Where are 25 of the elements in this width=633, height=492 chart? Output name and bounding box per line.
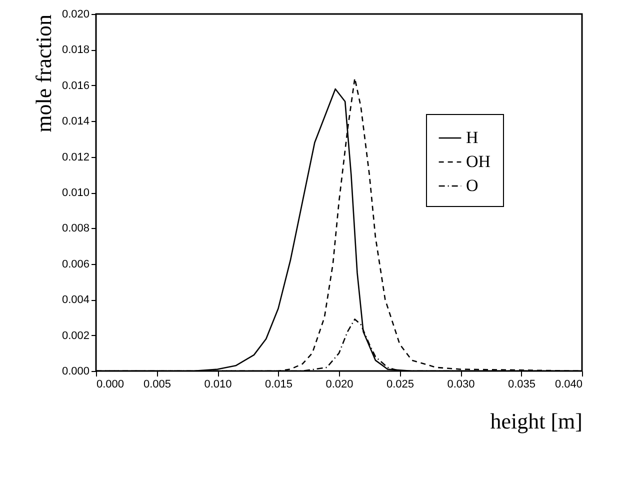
x-tick-label: 0.030 (447, 378, 475, 390)
x-axis-title: height [m] (490, 408, 582, 434)
y-tick-label: 0.010 (62, 187, 90, 199)
y-tick-label: 0.006 (62, 258, 90, 270)
x-tick-label: 0.020 (326, 378, 354, 390)
y-tick-label: 0.018 (62, 44, 90, 56)
x-tick-label: 0.005 (143, 378, 172, 390)
y-tick-label: 0.004 (62, 294, 90, 306)
legend-label: H (466, 128, 478, 147)
legend-label: OH (466, 152, 491, 171)
x-tick-label: 0.000 (96, 378, 124, 390)
legend-label: O (466, 176, 478, 195)
x-tick-label: 0.015 (264, 378, 293, 390)
y-tick-label: 0.008 (62, 222, 90, 235)
x-tick-label: 0.010 (204, 378, 232, 390)
x-tick-label: 0.025 (386, 378, 414, 390)
x-tick-label: 0.035 (508, 378, 536, 390)
y-axis-title: mole fraction (30, 14, 56, 132)
y-tick-label: 0.012 (62, 151, 90, 164)
y-tick-label: 0.002 (62, 330, 90, 342)
y-tick-label: 0.016 (62, 80, 90, 92)
y-tick-label: 0.000 (62, 366, 90, 378)
y-tick-label: 0.020 (62, 8, 90, 20)
x-tick-label: 0.040 (554, 378, 582, 390)
y-tick-label: 0.014 (62, 116, 90, 128)
